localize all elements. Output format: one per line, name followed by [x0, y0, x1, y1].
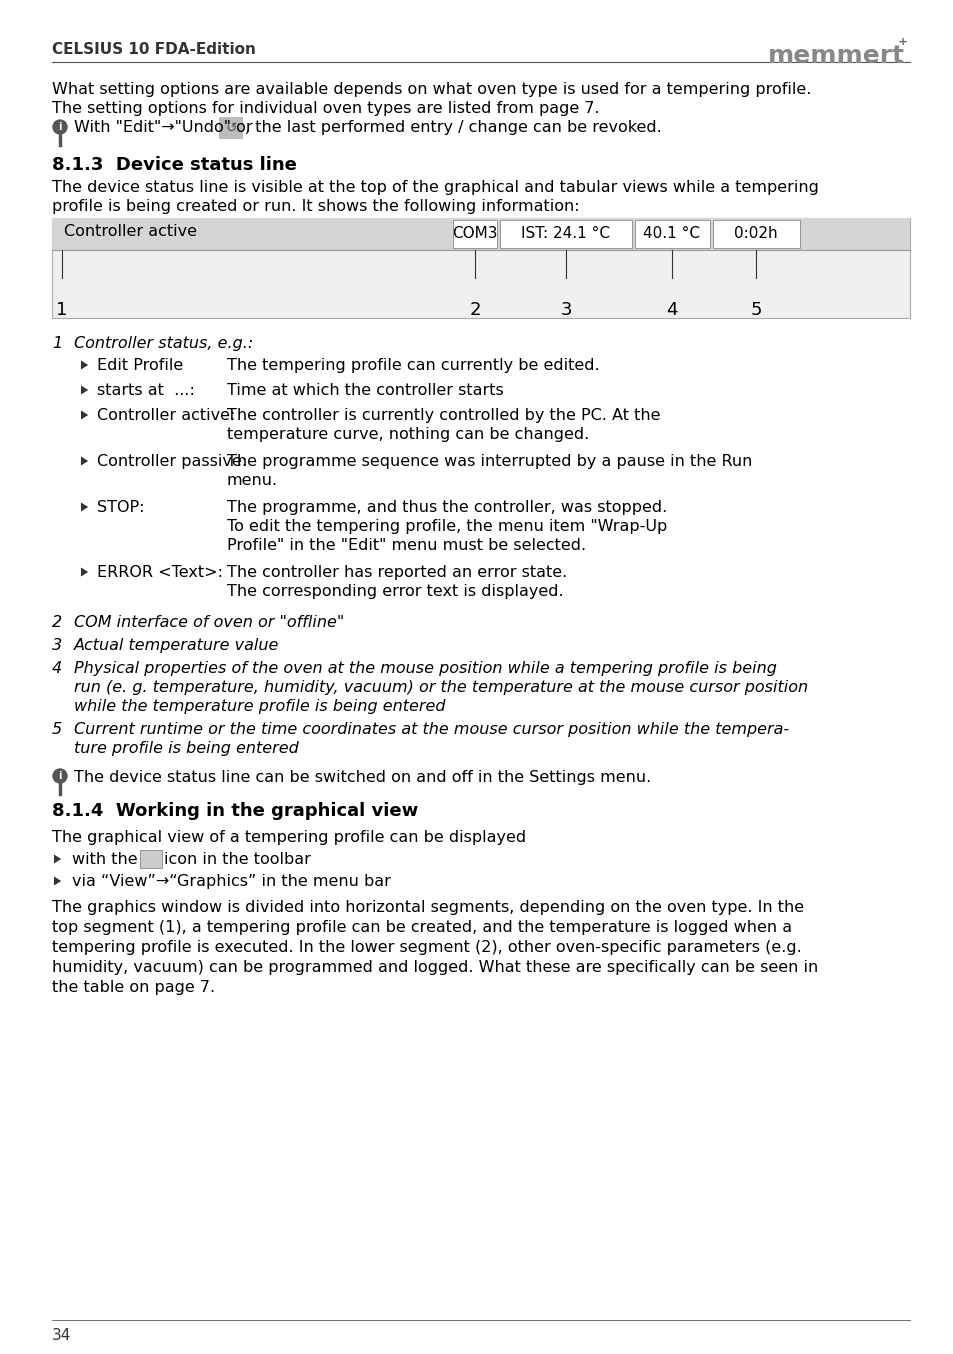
Text: To edit the tempering profile, the menu item "Wrap-Up: To edit the tempering profile, the menu … — [227, 519, 666, 533]
Text: ⁺: ⁺ — [897, 37, 907, 56]
Text: Current runtime or the time coordinates at the mouse cursor position while the t: Current runtime or the time coordinates … — [74, 722, 788, 737]
Text: With "Edit"→"Undo" or: With "Edit"→"Undo" or — [74, 121, 253, 135]
Text: 0:02h: 0:02h — [734, 226, 777, 241]
Text: memmert: memmert — [767, 43, 904, 68]
Text: The corresponding error text is displayed.: The corresponding error text is displaye… — [227, 584, 563, 598]
Text: 8.1.4  Working in the graphical view: 8.1.4 Working in the graphical view — [52, 802, 417, 821]
FancyBboxPatch shape — [219, 116, 243, 139]
Text: 4: 4 — [52, 661, 62, 676]
Text: The programme, and thus the controller, was stopped.: The programme, and thus the controller, … — [227, 500, 666, 515]
Bar — [52, 218, 909, 318]
Text: The setting options for individual oven types are listed from page 7.: The setting options for individual oven … — [52, 102, 599, 116]
Text: 3: 3 — [559, 301, 571, 320]
Text: The graphical view of a tempering profile can be displayed: The graphical view of a tempering profil… — [52, 830, 525, 845]
Text: , the last performed entry / change can be revoked.: , the last performed entry / change can … — [245, 121, 661, 135]
Circle shape — [53, 769, 67, 783]
Text: i: i — [58, 122, 62, 131]
Bar — [712, 219, 800, 248]
Bar — [499, 219, 631, 248]
Text: 34: 34 — [52, 1328, 71, 1343]
Text: with the: with the — [71, 852, 137, 867]
Text: temperature curve, nothing can be changed.: temperature curve, nothing can be change… — [227, 427, 589, 441]
Text: The controller is currently controlled by the PC. At the: The controller is currently controlled b… — [227, 408, 659, 422]
Text: icon in the toolbar: icon in the toolbar — [164, 852, 311, 867]
Text: 5: 5 — [749, 301, 760, 320]
Polygon shape — [81, 410, 88, 420]
Text: Actual temperature value: Actual temperature value — [74, 638, 279, 653]
Polygon shape — [81, 456, 88, 466]
Text: IST: 24.1 °C: IST: 24.1 °C — [521, 226, 610, 241]
Text: menu.: menu. — [227, 473, 278, 487]
Text: Physical properties of the oven at the mouse position while a tempering profile : Physical properties of the oven at the m… — [74, 661, 776, 676]
Text: while the temperature profile is being entered: while the temperature profile is being e… — [74, 699, 445, 714]
Text: Profile" in the "Edit" menu must be selected.: Profile" in the "Edit" menu must be sele… — [227, 538, 585, 552]
Text: The device status line can be switched on and off in the Settings menu.: The device status line can be switched o… — [74, 770, 651, 785]
Bar — [453, 219, 497, 248]
Polygon shape — [54, 854, 61, 864]
Text: CELSIUS 10 FDA-Edition: CELSIUS 10 FDA-Edition — [52, 42, 255, 57]
Text: run (e. g. temperature, humidity, vacuum) or the temperature at the mouse cursor: run (e. g. temperature, humidity, vacuum… — [74, 680, 807, 695]
Text: Controller passive:: Controller passive: — [97, 454, 247, 468]
Bar — [140, 850, 162, 868]
Text: 1: 1 — [52, 336, 62, 351]
Text: 3: 3 — [52, 638, 62, 653]
Text: via “View”→“Graphics” in the menu bar: via “View”→“Graphics” in the menu bar — [71, 873, 391, 890]
Text: ↺: ↺ — [225, 121, 236, 135]
Text: Controller status, e.g.:: Controller status, e.g.: — [74, 336, 253, 351]
Bar — [635, 219, 709, 248]
Text: The tempering profile can currently be edited.: The tempering profile can currently be e… — [227, 357, 599, 372]
Text: ture profile is being entered: ture profile is being entered — [74, 741, 298, 756]
Polygon shape — [81, 567, 88, 577]
Text: 4: 4 — [665, 301, 677, 320]
Text: humidity, vacuum) can be programmed and logged. What these are specifically can : humidity, vacuum) can be programmed and … — [52, 960, 818, 975]
Text: i: i — [58, 770, 62, 781]
Text: What setting options are available depends on what oven type is used for a tempe: What setting options are available depen… — [52, 83, 810, 97]
Text: the table on page 7.: the table on page 7. — [52, 980, 214, 995]
Text: The programme sequence was interrupted by a pause in the Run: The programme sequence was interrupted b… — [227, 454, 752, 468]
Text: 2: 2 — [469, 301, 480, 320]
Text: 1: 1 — [56, 301, 68, 320]
Text: 8.1.3  Device status line: 8.1.3 Device status line — [52, 156, 296, 175]
Text: STOP:: STOP: — [97, 500, 144, 515]
Polygon shape — [54, 876, 61, 886]
Polygon shape — [81, 360, 88, 370]
Text: COM interface of oven or "offline": COM interface of oven or "offline" — [74, 615, 344, 630]
Text: ERROR <Text>:: ERROR <Text>: — [97, 565, 223, 580]
Text: Controller active:: Controller active: — [97, 408, 235, 422]
Text: top segment (1), a tempering profile can be created, and the temperature is logg: top segment (1), a tempering profile can… — [52, 919, 791, 936]
Text: profile is being created or run. It shows the following information:: profile is being created or run. It show… — [52, 199, 579, 214]
Text: starts at  ...:: starts at ...: — [97, 383, 194, 398]
Text: COM3: COM3 — [452, 226, 497, 241]
Circle shape — [53, 121, 67, 134]
Text: 2: 2 — [52, 615, 62, 630]
Text: Controller active: Controller active — [64, 223, 196, 240]
Text: The controller has reported an error state.: The controller has reported an error sta… — [227, 565, 567, 580]
Polygon shape — [81, 386, 88, 394]
Text: The graphics window is divided into horizontal segments, depending on the oven t: The graphics window is divided into hori… — [52, 900, 803, 915]
Text: Time at which the controller starts: Time at which the controller starts — [227, 383, 503, 398]
Text: tempering profile is executed. In the lower segment (2), other oven-specific par: tempering profile is executed. In the lo… — [52, 940, 801, 955]
Polygon shape — [81, 502, 88, 512]
Bar — [52, 218, 909, 250]
Text: The device status line is visible at the top of the graphical and tabular views : The device status line is visible at the… — [52, 180, 818, 195]
Text: Edit Profile: Edit Profile — [97, 357, 183, 372]
Text: 5: 5 — [52, 722, 62, 737]
Text: 40.1 °C: 40.1 °C — [643, 226, 700, 241]
